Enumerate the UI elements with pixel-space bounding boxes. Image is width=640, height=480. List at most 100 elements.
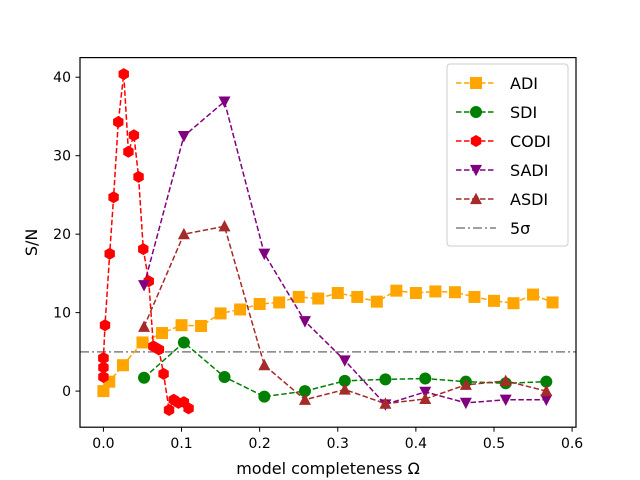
data-point-codi bbox=[118, 68, 129, 81]
data-point-sdi bbox=[338, 374, 351, 387]
legend-box bbox=[446, 63, 569, 247]
axis-ticks: 0.0 0.1 0.2 0.3 0.4 0.5 0.6 0 10 20 30 40 bbox=[53, 70, 583, 452]
data-point-asdi bbox=[218, 220, 231, 232]
data-point-sadi bbox=[138, 280, 151, 292]
data-point-sadi bbox=[258, 248, 271, 261]
data-point-asdi bbox=[459, 378, 472, 390]
legend-marker-sdi bbox=[470, 106, 482, 118]
legend-item-sadi: SADI bbox=[456, 161, 548, 180]
data-point-adi bbox=[331, 287, 344, 300]
data-point-asdi bbox=[177, 227, 190, 240]
data-point-adi bbox=[253, 298, 266, 310]
y-axis-label: S/N bbox=[22, 229, 41, 257]
legend-marker-asdi bbox=[470, 192, 482, 205]
data-point-sdi bbox=[379, 373, 392, 386]
legend-marker-adi bbox=[470, 77, 482, 89]
data-point-sdi bbox=[258, 390, 271, 403]
data-point-adi bbox=[370, 295, 383, 308]
data-point-sdi bbox=[138, 371, 151, 384]
legend-label: SADI bbox=[510, 161, 548, 180]
legend-item-codi: CODI bbox=[456, 132, 551, 151]
data-point-sdi bbox=[218, 370, 231, 383]
data-point-sadi bbox=[338, 355, 351, 367]
legend-marker-sadi bbox=[470, 164, 482, 177]
legend-label: SDI bbox=[510, 103, 537, 122]
data-point-adi bbox=[195, 319, 208, 332]
data-point-asdi bbox=[540, 384, 553, 397]
data-point-asdi bbox=[258, 358, 271, 371]
legend-item-sdi: SDI bbox=[456, 103, 537, 122]
data-point-adi bbox=[546, 296, 559, 309]
data-point-codi bbox=[183, 402, 194, 415]
data-point-sdi bbox=[540, 375, 553, 388]
data-point-adi bbox=[351, 290, 364, 303]
legend-label: ADI bbox=[510, 74, 538, 93]
axes-frame bbox=[79, 56, 577, 428]
data-point-sadi bbox=[459, 397, 472, 410]
y-tick-label: 30 bbox=[53, 149, 71, 165]
legend-item-5-sigma: 5σ bbox=[456, 219, 530, 238]
data-point-asdi bbox=[419, 392, 432, 405]
legend-label: CODI bbox=[510, 132, 551, 151]
legend: ADI SDI CODI SADI ASDI 5σ bbox=[446, 63, 569, 247]
data-point-codi bbox=[133, 170, 144, 183]
series-codi bbox=[98, 68, 194, 416]
data-point-adi bbox=[234, 303, 247, 316]
data-point-adi bbox=[292, 290, 305, 303]
legend-item-asdi: ASDI bbox=[456, 190, 548, 209]
series-adi bbox=[97, 284, 559, 398]
data-point-adi bbox=[175, 319, 188, 332]
x-axis-label: model completeness Ω bbox=[236, 459, 420, 478]
data-point-codi bbox=[153, 343, 165, 356]
y-tick-label: 40 bbox=[53, 70, 71, 86]
data-point-adi bbox=[116, 359, 129, 372]
data-point-adi bbox=[468, 290, 481, 303]
plot-area bbox=[80, 68, 576, 416]
data-point-codi bbox=[128, 129, 140, 142]
data-point-sdi bbox=[419, 372, 432, 385]
data-point-adi bbox=[312, 292, 325, 305]
x-tick-label: 0.4 bbox=[405, 436, 427, 452]
data-point-adi bbox=[487, 294, 500, 307]
x-tick-label: 0.3 bbox=[327, 436, 349, 452]
x-tick-label: 0.2 bbox=[249, 436, 271, 452]
data-point-codi bbox=[158, 367, 169, 380]
legend-label: 5σ bbox=[510, 219, 530, 238]
data-point-codi bbox=[98, 370, 109, 383]
data-point-sdi bbox=[298, 385, 311, 398]
data-point-codi bbox=[104, 247, 115, 260]
y-tick-label: 0 bbox=[62, 384, 71, 400]
data-point-sadi bbox=[419, 386, 432, 399]
data-point-codi bbox=[138, 243, 149, 256]
y-tick-label: 20 bbox=[53, 227, 71, 243]
data-point-asdi bbox=[138, 320, 151, 332]
data-point-adi bbox=[97, 385, 110, 398]
data-point-codi bbox=[123, 145, 134, 158]
data-point-adi bbox=[409, 287, 422, 300]
data-point-asdi bbox=[298, 393, 311, 405]
x-tick-label: 0.0 bbox=[92, 436, 114, 452]
data-point-asdi bbox=[499, 374, 512, 387]
data-point-adi bbox=[156, 327, 169, 340]
x-tick-label: 0.5 bbox=[483, 436, 505, 452]
data-point-codi bbox=[98, 361, 109, 374]
data-point-sadi bbox=[218, 96, 231, 108]
data-point-sdi bbox=[177, 336, 190, 349]
data-point-adi bbox=[273, 296, 286, 309]
data-point-sadi bbox=[499, 394, 512, 407]
data-point-adi bbox=[507, 297, 520, 310]
data-point-sadi bbox=[177, 130, 190, 143]
data-point-sadi bbox=[298, 316, 311, 328]
data-point-codi bbox=[98, 352, 109, 365]
data-point-sadi bbox=[540, 394, 553, 407]
data-point-codi bbox=[108, 191, 119, 204]
data-point-adi bbox=[527, 288, 540, 301]
data-point-codi bbox=[163, 403, 175, 416]
data-point-adi bbox=[448, 286, 461, 299]
data-point-adi bbox=[136, 336, 149, 349]
x-tick-label: 0.1 bbox=[170, 436, 192, 452]
data-point-adi bbox=[214, 307, 227, 320]
y-tick-label: 10 bbox=[53, 306, 71, 322]
x-tick-label: 0.6 bbox=[561, 436, 583, 452]
